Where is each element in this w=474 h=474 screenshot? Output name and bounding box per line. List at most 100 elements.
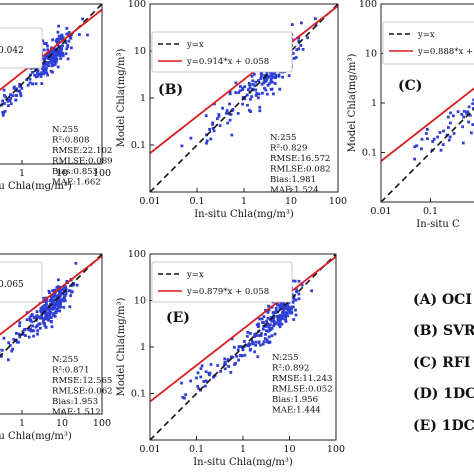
data-point: [449, 121, 452, 125]
fit-line: [381, 87, 474, 162]
data-point: [32, 316, 36, 320]
data-point: [266, 322, 270, 326]
data-point: [41, 305, 44, 309]
panel-a: 1 10 100 In-situ Chla(mg/m³) 0.042 N:255R²:0.…: [0, 3, 113, 192]
data-point: [24, 334, 27, 337]
data-point: [59, 49, 63, 52]
data-point: [413, 157, 416, 161]
stat-line: Bias:0.853: [52, 167, 98, 177]
data-point: [63, 295, 66, 299]
data-point: [28, 328, 32, 332]
data-point: [21, 330, 25, 334]
data-point: [46, 73, 49, 77]
data-point: [270, 326, 273, 330]
data-point: [44, 326, 48, 329]
data-point: [56, 285, 60, 288]
data-point: [44, 304, 47, 307]
data-point: [86, 33, 89, 37]
data-point: [49, 306, 53, 310]
data-point: [42, 296, 45, 300]
data-point: [54, 60, 58, 64]
data-point: [63, 299, 67, 303]
data-point: [260, 82, 264, 86]
data-point: [41, 309, 45, 313]
data-point: [61, 44, 64, 48]
data-point: [294, 298, 298, 302]
data-point: [243, 353, 247, 357]
data-point: [57, 24, 60, 28]
data-point: [18, 89, 21, 93]
model-key-b: (B) SVR: [413, 323, 474, 339]
data-point: [278, 322, 281, 326]
data-point: [54, 294, 58, 298]
data-point: [247, 108, 251, 112]
data-point: [281, 311, 284, 315]
data-point: [265, 319, 269, 323]
data-point: [0, 348, 4, 352]
data-point: [208, 128, 211, 131]
data-point: [297, 279, 301, 283]
data-point: [241, 348, 245, 352]
data-point: [42, 62, 46, 66]
data-point: [257, 79, 260, 83]
data-point: [7, 341, 11, 345]
data-point: [75, 283, 79, 287]
data-point: [452, 114, 455, 118]
x-tick-label: 10: [283, 444, 295, 455]
data-point: [266, 83, 270, 87]
data-point: [9, 102, 13, 106]
data-point: [66, 57, 70, 61]
data-point: [241, 102, 244, 106]
legend-box: [151, 31, 293, 73]
data-point: [246, 331, 250, 334]
data-point: [275, 321, 279, 325]
legend-entry: y=x: [186, 270, 204, 280]
data-point: [38, 326, 42, 330]
data-point: [272, 92, 275, 96]
data-point: [208, 371, 212, 375]
data-point: [41, 39, 45, 43]
data-point: [273, 322, 277, 326]
data-point: [54, 55, 57, 59]
panel-b: 0.01 0.1 1 10 100 0.1 1 10 100 In-situ Chla(mg/m³…: [116, 0, 347, 220]
x-tick-label: 100: [329, 196, 347, 207]
model-key-d: (D) 1DC: [413, 386, 474, 402]
stat-line: N:255: [272, 353, 299, 363]
data-point: [258, 109, 262, 113]
data-point: [35, 314, 39, 318]
identity-line: [0, 4, 102, 108]
data-point: [225, 111, 228, 115]
data-point: [211, 121, 215, 125]
panel-d: 1 10 100 In-situ Chla(mg/m³) 0.065 N:255R²:0.…: [0, 253, 113, 442]
data-point: [252, 72, 256, 76]
data-point: [32, 334, 35, 338]
data-point: [11, 347, 15, 351]
data-point: [0, 355, 3, 358]
data-point: [40, 314, 44, 318]
data-point: [47, 64, 50, 67]
data-point: [223, 363, 226, 366]
data-point: [291, 279, 295, 283]
data-point: [462, 109, 466, 113]
data-point: [420, 147, 423, 151]
x-axis-label: In-situ C: [416, 219, 460, 230]
data-point: [55, 307, 59, 311]
data-point: [274, 311, 278, 314]
data-point: [228, 102, 231, 106]
data-point: [3, 94, 6, 97]
x-tick-label: 1: [19, 418, 25, 429]
data-point: [44, 56, 48, 59]
fit-line: [0, 255, 102, 336]
data-point: [462, 115, 466, 119]
data-point: [265, 76, 269, 80]
data-point: [45, 313, 49, 317]
data-point: [21, 333, 25, 336]
data-point: [36, 329, 40, 333]
y-tick-label: 0.1: [131, 389, 146, 400]
y-tick-label: 10: [365, 49, 377, 60]
data-point: [50, 320, 53, 323]
data-point: [64, 290, 68, 293]
x-tick-label: 1: [19, 168, 25, 179]
data-point: [66, 45, 70, 49]
data-point: [446, 115, 450, 119]
